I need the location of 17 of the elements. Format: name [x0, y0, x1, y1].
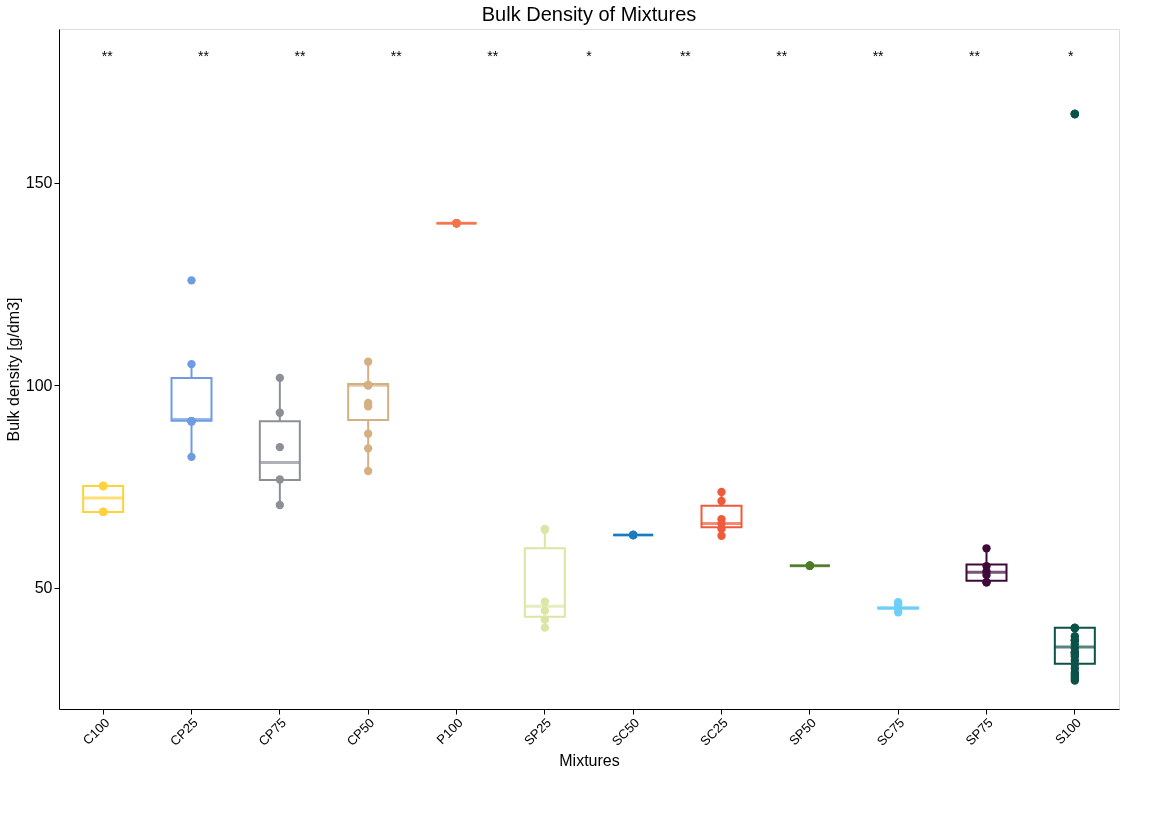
- annotation: **: [198, 48, 210, 64]
- annotation: **: [969, 48, 981, 64]
- annotation: **: [101, 48, 114, 64]
- annotation: **: [390, 48, 403, 64]
- y-tick-label: 150: [25, 174, 53, 192]
- annotation: **: [872, 48, 885, 64]
- annotation: **: [487, 48, 499, 64]
- chart-title: Bulk Density of Mixtures: [481, 3, 697, 25]
- annotation: *: [586, 48, 593, 64]
- annotation: *: [1068, 48, 1075, 64]
- y-tick-label: 100: [25, 376, 53, 394]
- annotation: **: [776, 48, 788, 64]
- annotation: **: [294, 48, 306, 64]
- y-axis-title: Bulk density [g/dm3]: [4, 297, 22, 442]
- annotation: **: [679, 48, 692, 64]
- y-tick-label: 50: [34, 579, 53, 597]
- x-axis-title: Mixtures: [559, 751, 620, 769]
